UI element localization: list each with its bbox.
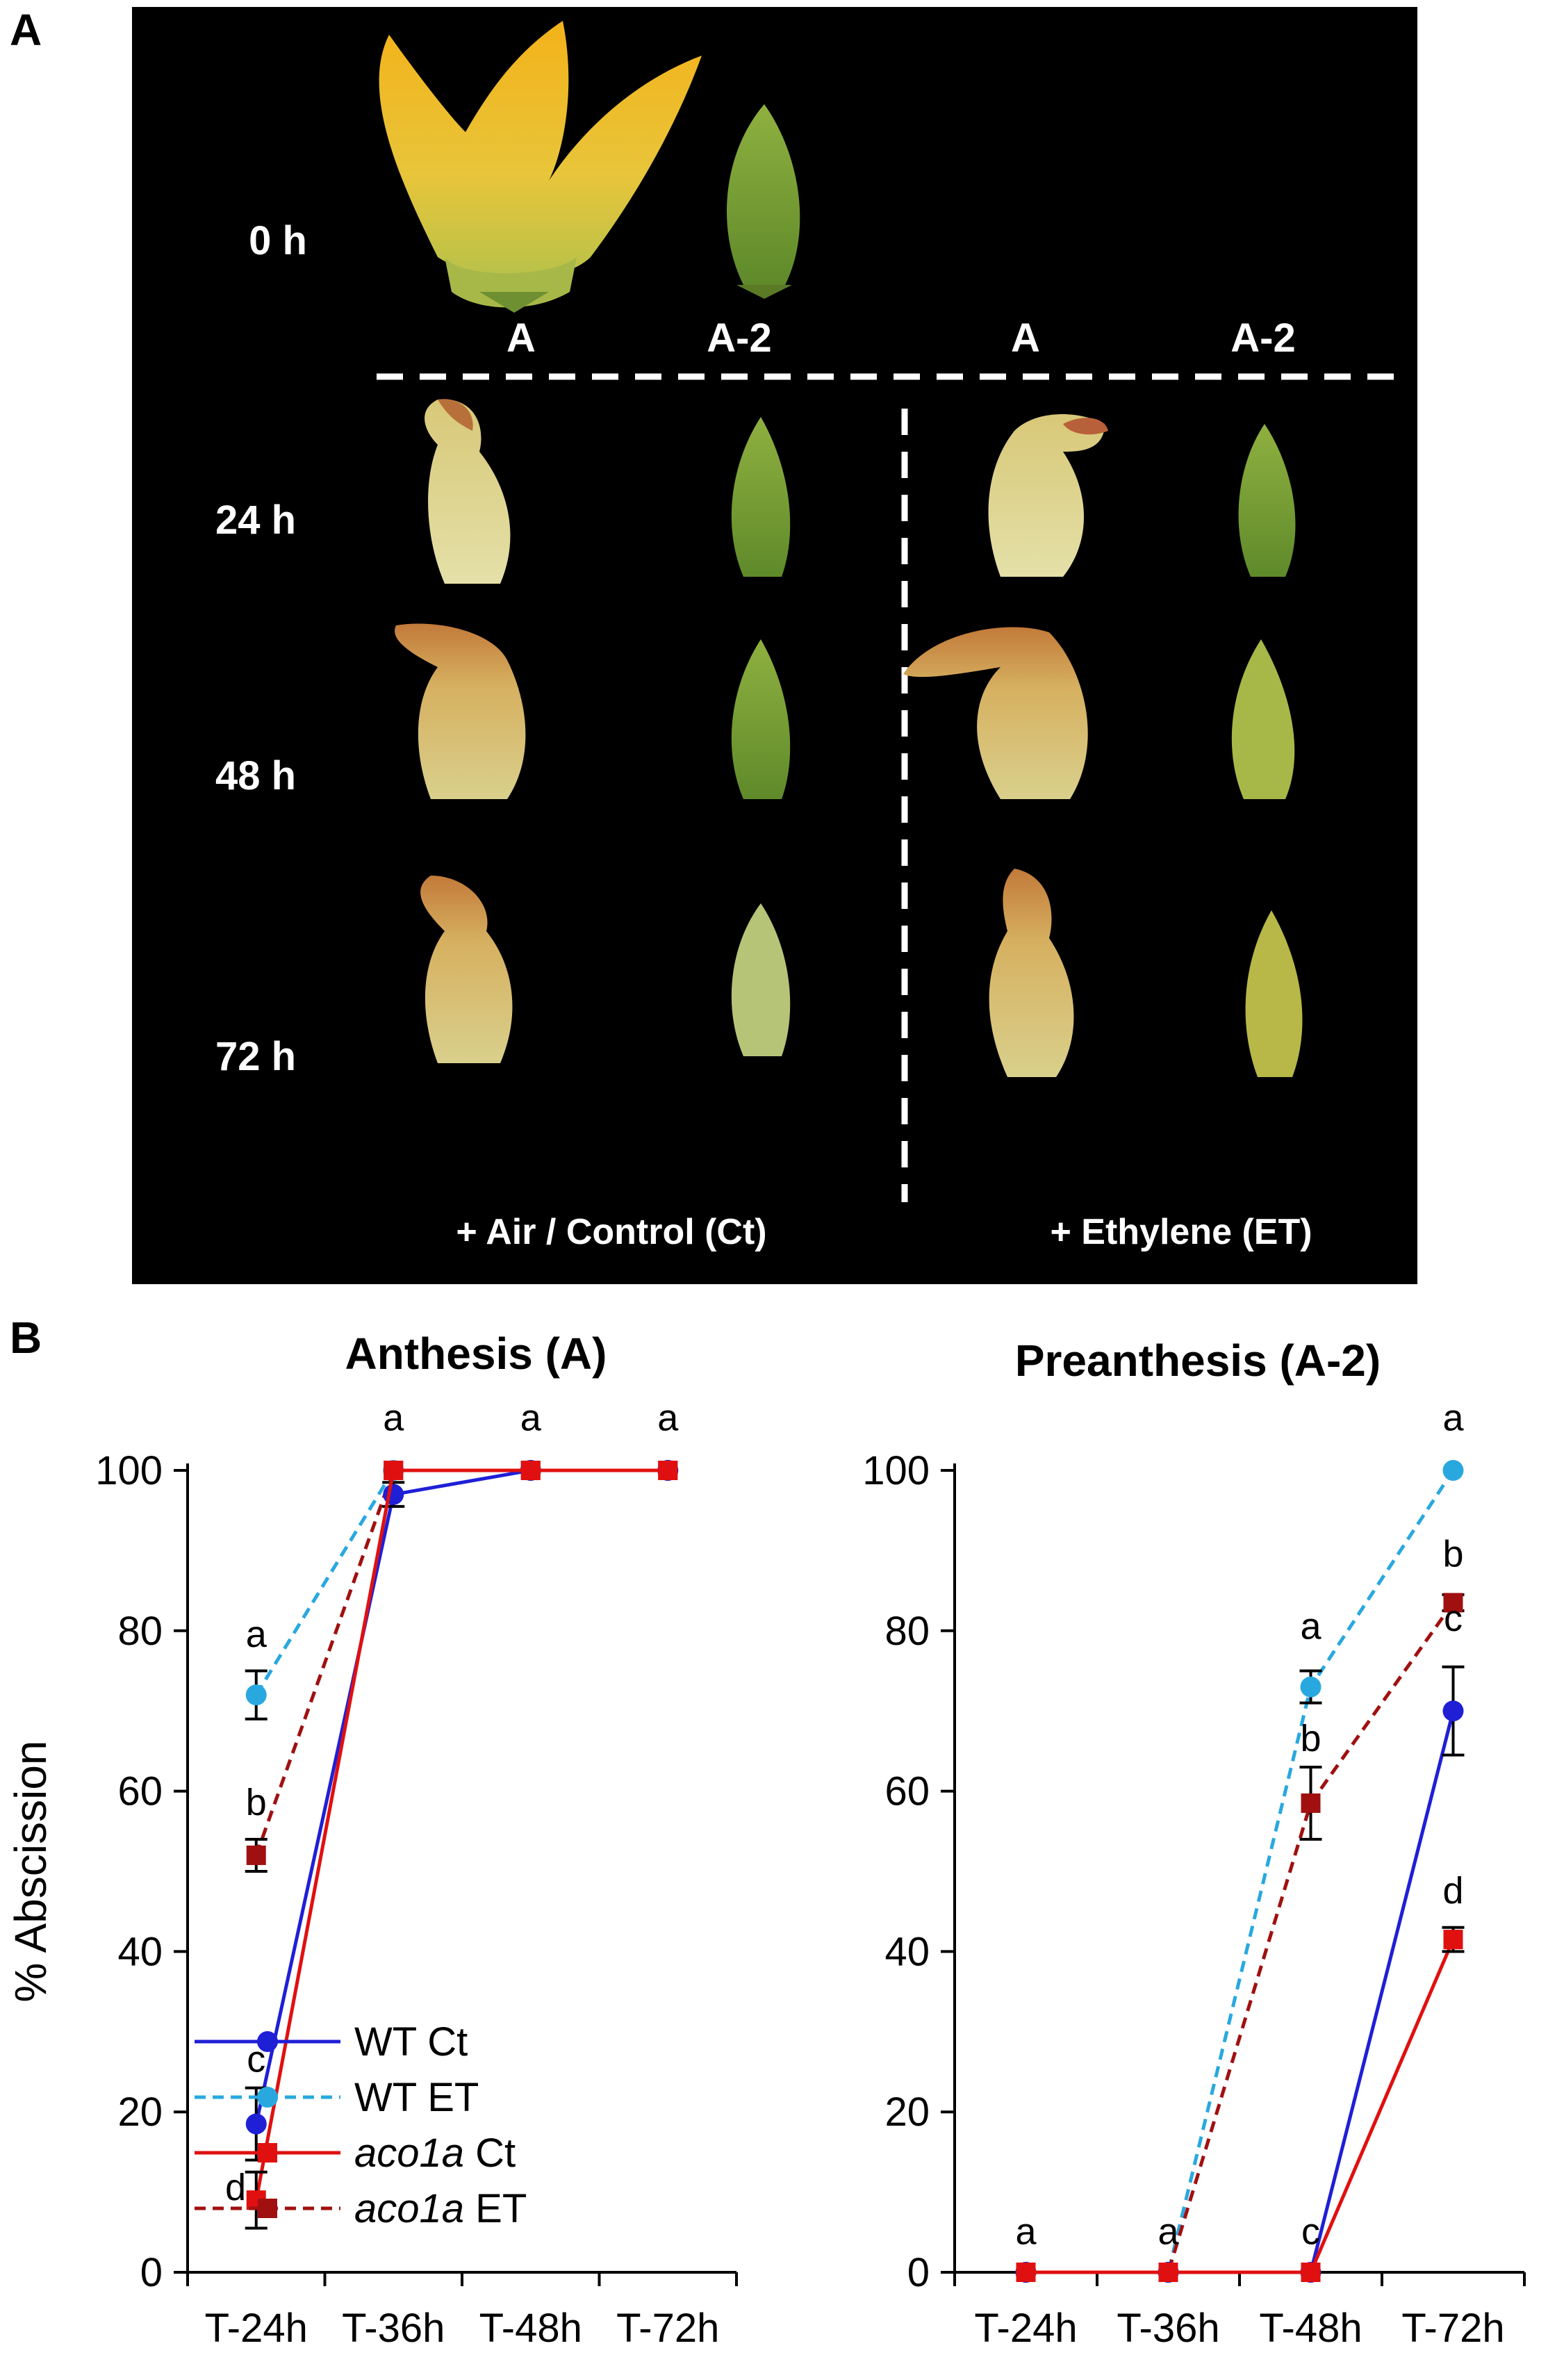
panel-a-label: A bbox=[10, 5, 42, 55]
preanthesis-point-aco1a-ct bbox=[1016, 2263, 1036, 2282]
legend-label: aco1a Ct bbox=[354, 2131, 516, 2176]
anthesis-x-tick-label: T-72h bbox=[616, 2306, 719, 2351]
preanthesis-significance-letter: a bbox=[1015, 2211, 1037, 2253]
anthesis-x-tick-label: T-48h bbox=[479, 2306, 582, 2351]
anthesis-chart-title: Anthesis (A) bbox=[345, 1329, 607, 1379]
anthesis-series-line-wt-et bbox=[254, 1468, 668, 1696]
col-label-et-a2: A-2 bbox=[1230, 315, 1295, 361]
legend-marker bbox=[257, 2087, 278, 2108]
anthesis-y-axis-label: % Abscission bbox=[6, 1740, 56, 2002]
anthesis-y-tick-label: 60 bbox=[117, 1769, 163, 1814]
anthesis-point-wt-et bbox=[245, 1684, 267, 1706]
preanthesis-x-tick-label: T-24h bbox=[974, 2306, 1077, 2351]
chart-preanthesis: Preanthesis (A-2) 0 20 40 60 80 100 T-24h T-36h T… bbox=[862, 1336, 1526, 2351]
preanthesis-y-tick-label: 100 bbox=[862, 1448, 930, 1493]
legend-marker bbox=[257, 2031, 278, 2052]
preanthesis-x-tick-label: T-36h bbox=[1117, 2306, 1219, 2351]
anthesis-y-tick-label: 0 bbox=[140, 2250, 163, 2295]
bud-0h-preanthesis bbox=[727, 104, 800, 299]
preanthesis-point-aco1a-ct bbox=[1301, 2263, 1321, 2282]
anthesis-point-aco1a-et bbox=[246, 1845, 266, 1865]
col-label-top-a: A bbox=[507, 315, 536, 361]
preanthesis-x-tick-label: T-72h bbox=[1401, 2306, 1504, 2351]
preanthesis-point-wt-et bbox=[1442, 1460, 1464, 1481]
row-label-0h: 0 h bbox=[249, 218, 307, 263]
preanthesis-series-line-aco1a-ct bbox=[1026, 1939, 1455, 2274]
flower-72h-ct-anthesis bbox=[420, 876, 513, 1063]
preanthesis-y-tick-label: 60 bbox=[884, 1769, 930, 1814]
flower-48h-ct-anthesis bbox=[395, 623, 526, 799]
preanthesis-y-tick-label: 20 bbox=[884, 2090, 930, 2135]
legend-label: WT ET bbox=[354, 2075, 479, 2120]
preanthesis-significance-letter: a bbox=[1300, 1605, 1321, 1647]
treatment-label-ethylene: + Ethylene (ET) bbox=[1050, 1212, 1312, 1252]
flower-48h-et-anthesis bbox=[903, 627, 1088, 799]
preanthesis-x-tick-label: T-48h bbox=[1259, 2306, 1362, 2351]
preanthesis-point-aco1a-ct bbox=[1158, 2263, 1178, 2282]
chart-anthesis: Anthesis (A) % Abscission 0 20 40 60 80 100 T-24… bbox=[6, 1329, 738, 2351]
preanthesis-significance-letter: a bbox=[1158, 2211, 1179, 2253]
anthesis-point-aco1a-ct bbox=[384, 1461, 404, 1480]
legend-marker bbox=[258, 2199, 277, 2218]
anthesis-series-line-aco1a-et bbox=[254, 1468, 668, 1856]
preanthesis-series-line-aco1a-et bbox=[1026, 1601, 1455, 2274]
preanthesis-series-line-wt-et bbox=[1026, 1469, 1455, 2274]
anthesis-significance-letter: a bbox=[383, 1397, 404, 1438]
preanthesis-series-line-wt-ct bbox=[1026, 1710, 1455, 2274]
preanthesis-point-wt-ct bbox=[1442, 1700, 1464, 1722]
legend-label: aco1a ET bbox=[354, 2186, 527, 2231]
preanthesis-significance-letter: c bbox=[1301, 2211, 1320, 2253]
preanthesis-significance-letter: c bbox=[1444, 1598, 1463, 1639]
anthesis-point-aco1a-ct bbox=[658, 1461, 678, 1480]
anthesis-series-line-aco1a-ct bbox=[254, 1468, 668, 2201]
treatment-label-control: + Air / Control (Ct) bbox=[456, 1212, 766, 1252]
anthesis-y-tick-label: 20 bbox=[117, 2090, 163, 2135]
anthesis-significance-letter: a bbox=[657, 1397, 679, 1438]
preanthesis-significance-letter: b bbox=[1442, 1533, 1463, 1575]
col-label-et-a: A bbox=[1011, 315, 1040, 361]
preanthesis-point-wt-et bbox=[1300, 1676, 1321, 1698]
anthesis-significance-letter: a bbox=[520, 1397, 542, 1438]
bud-72h-ct-preanthesis bbox=[731, 903, 791, 1056]
preanthesis-point-aco1a-et bbox=[1301, 1793, 1321, 1813]
flower-72h-et-anthesis bbox=[989, 869, 1074, 1077]
anthesis-x-tick-label: T-24h bbox=[205, 2306, 308, 2351]
bud-48h-et-preanthesis bbox=[1231, 639, 1295, 799]
flower-0h-anthesis bbox=[379, 21, 702, 313]
bud-48h-ct-preanthesis bbox=[731, 639, 791, 799]
preanthesis-significance-letter: b bbox=[1300, 1718, 1321, 1759]
preanthesis-chart-title: Preanthesis (A-2) bbox=[1015, 1336, 1381, 1386]
preanthesis-y-tick-label: 40 bbox=[884, 1929, 930, 1974]
bud-24h-ct-preanthesis bbox=[731, 417, 791, 577]
flower-24h-ct-anthesis bbox=[425, 399, 511, 584]
legend-label: WT Ct bbox=[354, 2019, 468, 2065]
flower-24h-et-anthesis bbox=[988, 414, 1108, 577]
anthesis-significance-letter: b bbox=[246, 1782, 267, 1823]
anthesis-point-wt-ct bbox=[245, 2113, 267, 2135]
col-label-top-a2: A-2 bbox=[707, 315, 771, 361]
row-label-72h: 72 h bbox=[215, 1034, 296, 1079]
preanthesis-point-aco1a-ct bbox=[1443, 1930, 1463, 1950]
bud-24h-et-preanthesis bbox=[1238, 424, 1296, 577]
anthesis-significance-letter: a bbox=[246, 1614, 267, 1655]
bud-72h-et-preanthesis bbox=[1245, 910, 1303, 1077]
anthesis-point-aco1a-ct bbox=[520, 1461, 541, 1480]
preanthesis-y-tick-label: 0 bbox=[907, 2250, 930, 2295]
preanthesis-significance-letter: d bbox=[1442, 1870, 1463, 1912]
anthesis-y-tick-label: 100 bbox=[95, 1448, 163, 1493]
anthesis-y-tick-label: 80 bbox=[117, 1609, 163, 1654]
panel-b-label: B bbox=[10, 1313, 42, 1363]
legend-marker bbox=[258, 2143, 277, 2162]
anthesis-significance-letter: d bbox=[225, 2167, 246, 2208]
row-label-24h: 24 h bbox=[215, 498, 296, 543]
anthesis-y-tick-label: 40 bbox=[117, 1929, 163, 1974]
row-label-48h: 48 h bbox=[215, 753, 296, 798]
preanthesis-point-aco1a-et bbox=[1443, 1593, 1463, 1613]
anthesis-x-tick-label: T-36h bbox=[342, 2306, 445, 2351]
preanthesis-y-tick-label: 80 bbox=[884, 1609, 930, 1654]
preanthesis-significance-letter: a bbox=[1442, 1397, 1464, 1438]
flower-photo-panel: 0 h 24 h 48 h 72 h A A-2 A A-2 + Air / C… bbox=[132, 7, 1417, 1284]
